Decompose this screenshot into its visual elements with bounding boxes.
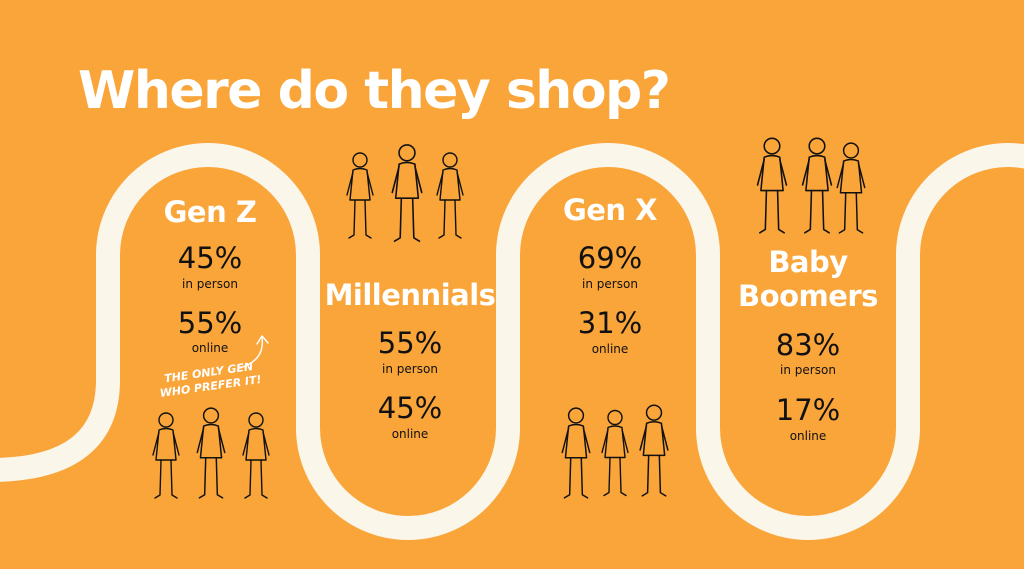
in-person-percent: 45% [178,241,242,275]
in-person-percent: 55% [378,326,442,360]
online-label: online [592,342,629,356]
online-label: online [790,429,827,443]
generation-name: Gen X [563,193,657,227]
in-person-label: in person [780,363,836,377]
in-person-label: in person [582,277,638,291]
online-percent: 45% [378,391,442,425]
road [0,143,1024,540]
generation-name: Gen Z [164,195,257,229]
generation-name: Boomers [738,279,878,313]
online-percent: 17% [776,393,840,427]
annotation: THE ONLY GEN WHO PREFER IT! [159,360,262,400]
title: Where do they shop? [78,61,669,121]
in-person-label: in person [182,277,238,291]
online-label: online [392,427,429,441]
in-person-percent: 83% [776,328,840,362]
in-person-label: in person [382,362,438,376]
illustration [152,137,866,499]
online-percent: 55% [178,306,242,340]
generation-name: Millennials [325,278,496,312]
in-person-percent: 69% [578,241,642,275]
online-percent: 31% [578,306,642,340]
generation-name: Baby [768,245,848,279]
online-label: online [192,341,229,355]
